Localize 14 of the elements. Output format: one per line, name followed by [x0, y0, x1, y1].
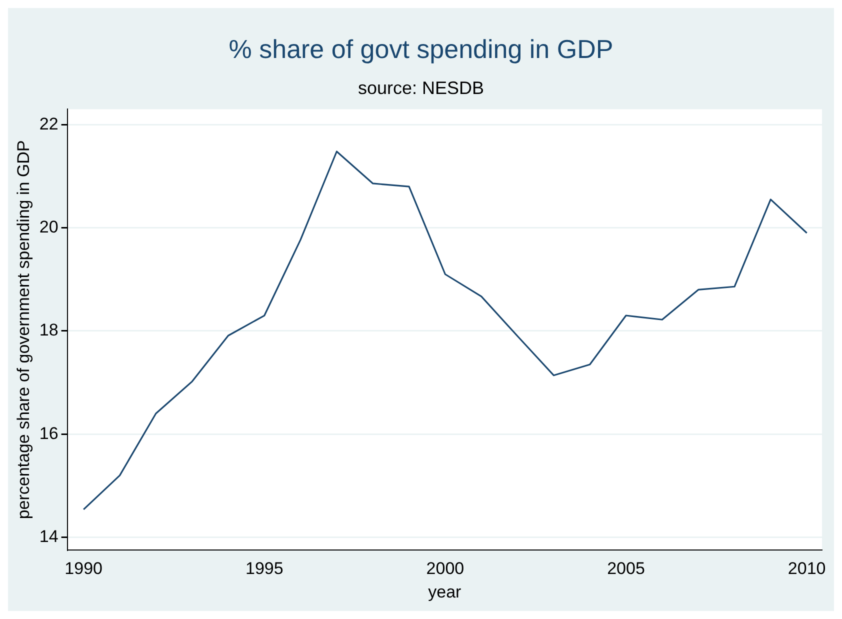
- x-tick-label: 2010: [788, 559, 826, 578]
- y-tick-label: 20: [39, 218, 58, 237]
- x-tick-label: 1990: [64, 559, 102, 578]
- x-tick-label: 2000: [426, 559, 464, 578]
- x-tick-label: 1995: [245, 559, 284, 578]
- x-axis-title: year: [428, 582, 462, 602]
- chart-title: % share of govt spending in GDP: [228, 34, 614, 65]
- chart-subtitle: source: NESDB: [356, 78, 486, 99]
- y-tick-label: 14: [39, 526, 58, 546]
- y-tick-label: 16: [39, 424, 58, 443]
- y-tick-label: 22: [39, 114, 58, 134]
- y-tick-label: 18: [39, 320, 58, 340]
- y-axis-title: percentage share of government spending in GDP: [14, 140, 33, 520]
- x-tick-label: 2005: [607, 559, 645, 578]
